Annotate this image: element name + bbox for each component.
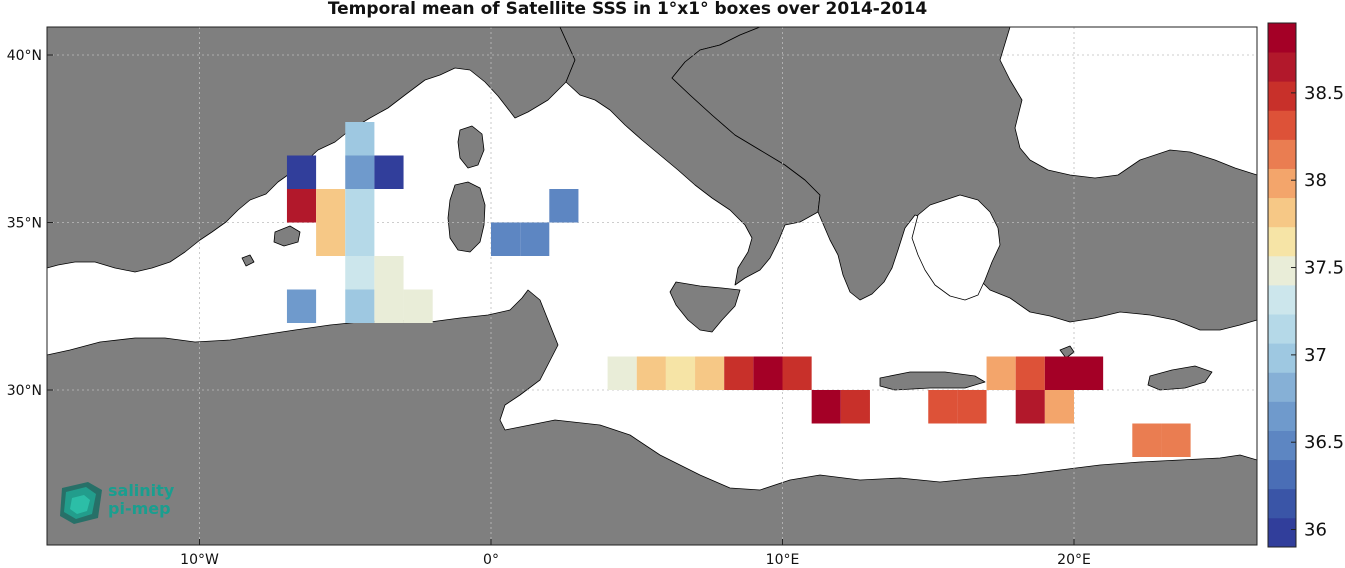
colorbar-frame [1267, 22, 1297, 548]
lat-tick-label: 35°N [7, 216, 42, 232]
colorbar-segment [1268, 52, 1296, 82]
sss-cell [491, 222, 521, 256]
sss-cell [607, 356, 637, 390]
lon-tick-label: 20°E [1057, 552, 1091, 568]
colorbar-tick-label: 36.5 [1304, 432, 1344, 453]
sss-cell [928, 390, 958, 424]
sss-cells [286, 122, 1191, 457]
sss-cell [345, 189, 375, 223]
land-sicily [669, 281, 741, 333]
lon-tick-label: 0° [483, 552, 499, 568]
colorbar-tick-label: 38.5 [1304, 83, 1344, 104]
lat-tick-label: 30°N [7, 383, 42, 399]
sss-cell [286, 189, 317, 223]
colorbar-segment [1268, 139, 1296, 169]
colorbar-segment [1268, 285, 1296, 315]
land-cyprus [1147, 365, 1213, 391]
sss-cell [374, 256, 404, 290]
colorbar-segment [1268, 343, 1296, 373]
sss-cell [782, 356, 812, 390]
land-corsica [457, 125, 485, 169]
sss-cell [636, 356, 666, 390]
sss-cell [811, 390, 841, 424]
sss-cell [957, 390, 987, 424]
colorbar: 36 36.5 37 37.5 38 38.5 [1267, 22, 1344, 548]
salinity-pimep-logo: salinity pi-mep [58, 478, 198, 526]
land-sardinia [447, 181, 486, 253]
sss-cell [1161, 423, 1191, 457]
colorbar-tick-label: 37.5 [1304, 258, 1344, 279]
sss-cell [549, 189, 579, 223]
sss-cell [986, 356, 1016, 390]
colorbar-segment [1268, 459, 1296, 490]
sss-cell [374, 289, 404, 323]
sss-cell [753, 356, 783, 390]
sss-cell [724, 356, 754, 390]
colorbar-segment [1268, 168, 1296, 199]
sss-cell [345, 256, 375, 290]
land-north-africa [46, 289, 1258, 546]
land-mallorca [273, 225, 301, 247]
map-title: Temporal mean of Satellite SSS in 1°x1° … [327, 0, 928, 19]
lon-tick-label: 10°E [766, 552, 800, 568]
colorbar-tick-label: 36 [1304, 520, 1327, 541]
longitude-ticks: 10°W 0° 10°E 20°E [180, 539, 1091, 568]
sss-cell [345, 122, 375, 156]
sss-cell [665, 356, 696, 390]
colorbar-segment [1268, 314, 1296, 344]
sss-cell [1044, 390, 1074, 424]
land-iberia-europe [46, 26, 576, 273]
sss-cell [286, 289, 317, 323]
land-layer [46, 26, 1258, 546]
land-crete [879, 371, 986, 391]
sss-cell [1074, 356, 1104, 390]
aegean-sea [911, 194, 1001, 301]
colorbar-segment [1268, 81, 1296, 111]
sss-cell [403, 289, 433, 323]
sss-cell [345, 222, 375, 256]
sss-cell [345, 155, 375, 189]
sss-cell [1015, 356, 1045, 390]
logo-text-line2: pi-mep [108, 499, 171, 518]
logo-icon [60, 482, 102, 524]
lat-tick-label: 40°N [7, 48, 42, 64]
sss-cell [1015, 390, 1045, 424]
colorbar-segment [1268, 488, 1296, 519]
land-ibiza [241, 254, 255, 267]
colorbar-segment [1268, 372, 1296, 402]
colorbar-segment [1268, 197, 1296, 228]
sss-cell [1044, 356, 1074, 390]
map-frame [46, 26, 1258, 546]
sss-cell [840, 390, 870, 424]
colorbar-segment [1268, 226, 1296, 257]
sss-cell [345, 289, 375, 323]
colorbar-tick-label: 38 [1304, 170, 1327, 191]
sss-cell [1132, 423, 1162, 457]
sss-cell [316, 189, 346, 223]
logo-text-line1: salinity [108, 481, 175, 500]
sss-cell [286, 155, 317, 189]
sss-cell [316, 222, 346, 256]
sss-cell [374, 155, 404, 189]
colorbar-segment [1268, 430, 1296, 461]
colorbar-segment [1268, 255, 1296, 286]
lon-tick-label: 10°W [180, 552, 219, 568]
colorbar-segment [1268, 110, 1296, 140]
latitude-ticks: 40°N 35°N 30°N [7, 48, 53, 399]
colorbar-segment [1268, 401, 1296, 431]
sss-cell [695, 356, 725, 390]
colorbar-tick-label: 37 [1304, 345, 1327, 366]
colorbar-segment [1268, 517, 1296, 548]
black-sea [999, 26, 1258, 179]
colorbar-segment [1268, 23, 1296, 53]
sss-cell [520, 222, 550, 256]
